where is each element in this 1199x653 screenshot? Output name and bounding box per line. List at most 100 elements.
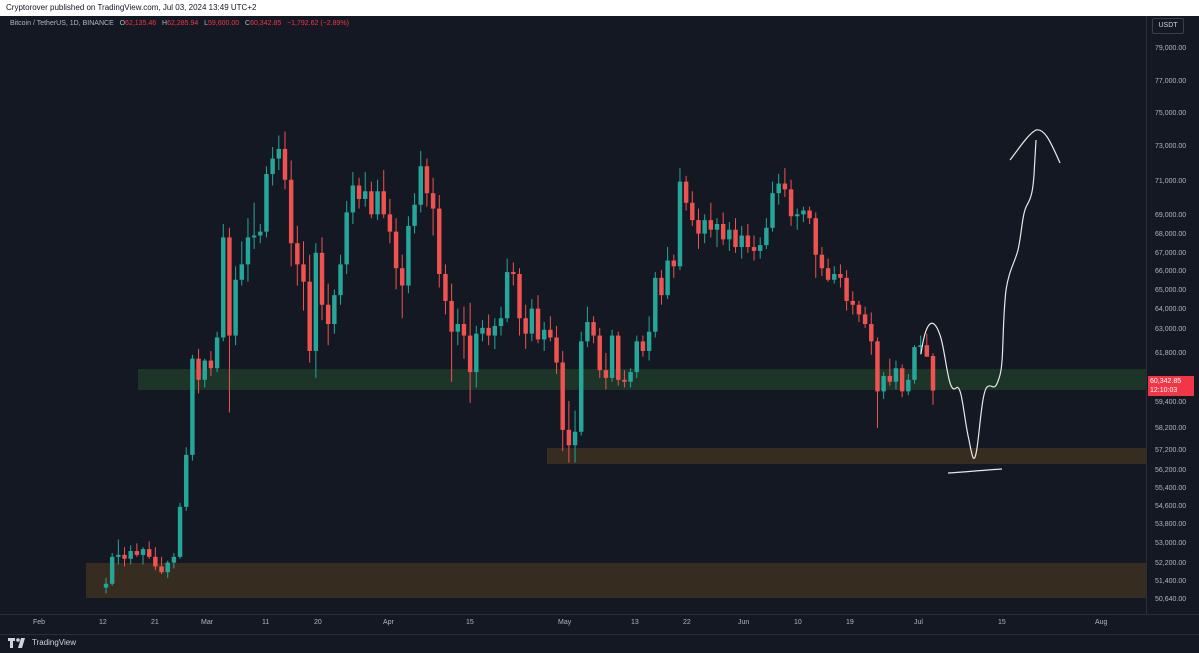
candle-body [159,566,164,573]
candle-body [486,327,491,336]
time-axis[interactable] [0,614,1199,635]
candle-body [128,551,133,559]
candles-group [103,131,936,594]
candle-body [554,337,559,363]
price-tick: 53,800.00 [1155,521,1187,528]
time-tick: 20 [314,619,322,626]
candle-body [369,191,374,215]
candle-body [622,379,627,382]
price-tick: 59,400.00 [1155,399,1187,406]
candle-body [177,506,183,557]
candle-body [221,237,226,338]
candle-body [208,360,214,369]
candle-body [430,193,436,209]
price-tick: 64,000.00 [1155,306,1187,313]
candle-body [134,551,140,555]
candle-body [344,212,349,265]
time-tick: Jun [738,619,750,626]
time-tick: 13 [631,619,639,626]
candle-body [683,181,689,203]
candle-body [356,185,362,199]
time-tick: 19 [846,619,854,626]
candle-body [665,260,670,296]
candle-body [319,252,325,305]
candle-body [362,191,368,199]
orange-support-zone-upper [547,448,1146,464]
time-tick: 21 [151,619,159,626]
candle-body [745,235,751,248]
candle-body [566,429,572,446]
candle-body [838,273,843,278]
price-axis[interactable] [1146,16,1199,614]
candle-body [387,214,393,232]
tradingview-logo-icon[interactable] [8,638,28,648]
candle-body [184,454,189,507]
price-tick: 58,200.00 [1155,425,1187,432]
open-value: 62,135.46 [125,20,157,27]
price-tick: 56,200.00 [1155,467,1187,474]
candle-body [461,324,467,336]
candle-body [924,345,930,357]
candle-body [702,220,707,234]
candle-body [764,227,769,246]
candle-body [844,277,849,301]
candle-body [313,252,319,351]
price-tick: 63,000.00 [1155,326,1187,333]
candle-body [116,554,121,557]
price-tick: 73,000.00 [1155,143,1187,150]
price-tick: 79,000.00 [1155,45,1187,52]
candle-body [807,210,812,219]
price-tick: 69,000.00 [1155,212,1187,219]
candle-body [165,562,170,573]
candle-body [776,183,781,194]
publish-bar: Cryptorover published on TradingView.com… [0,0,1199,16]
price-tick: 75,000.00 [1155,110,1187,117]
candle-body [467,335,473,373]
time-tick: Apr [383,619,394,626]
price-tick: 53,000.00 [1155,540,1187,547]
hand-drawn-arrowhead [1009,129,1061,164]
candle-body [153,556,158,567]
candle-body [474,333,479,373]
candle-body [350,185,356,213]
candle-body [591,322,596,336]
price-tick: 61,800.00 [1155,350,1187,357]
candle-body [295,243,300,265]
currency-selector[interactable]: USDT [1152,18,1184,34]
tradingview-brand-text[interactable]: TradingView [32,638,77,647]
price-tick: 54,600.00 [1155,503,1187,510]
candle-body [282,148,288,180]
price-tick: 52,200.00 [1155,560,1187,567]
orange-support-zone-lower [86,563,1146,598]
candle-body [825,268,831,280]
candle-body [671,260,677,267]
candle-body [714,223,720,230]
low-value: 59,600.00 [208,20,240,27]
candle-body [875,341,880,392]
candle-body [393,231,399,269]
candle-body [757,245,763,251]
candle-body [603,370,609,378]
candle-body [653,277,658,332]
candle-body [103,583,109,588]
candle-body [146,549,152,557]
candle-body [912,347,917,380]
change-value: −1,792.62 (−2.89%) [287,20,349,27]
candle-body [276,148,282,159]
low-label: L [204,20,209,27]
price-tick: 67,000.00 [1155,250,1187,257]
candle-body [202,360,207,380]
symbol-legend: Bitcoin / TetherUS, 1D, BINANCE O62,135.… [10,20,349,27]
candle-body [788,189,794,217]
candle-body [893,368,899,382]
candle-body [190,358,195,455]
high-value: 62,285.94 [167,20,199,27]
chart-area[interactable] [0,16,1146,614]
candle-body [739,235,744,248]
price-tick: 55,400.00 [1155,485,1187,492]
candle-body [233,279,238,336]
candle-body [801,210,806,215]
time-tick: Jul [914,619,923,626]
candle-body [227,237,232,336]
